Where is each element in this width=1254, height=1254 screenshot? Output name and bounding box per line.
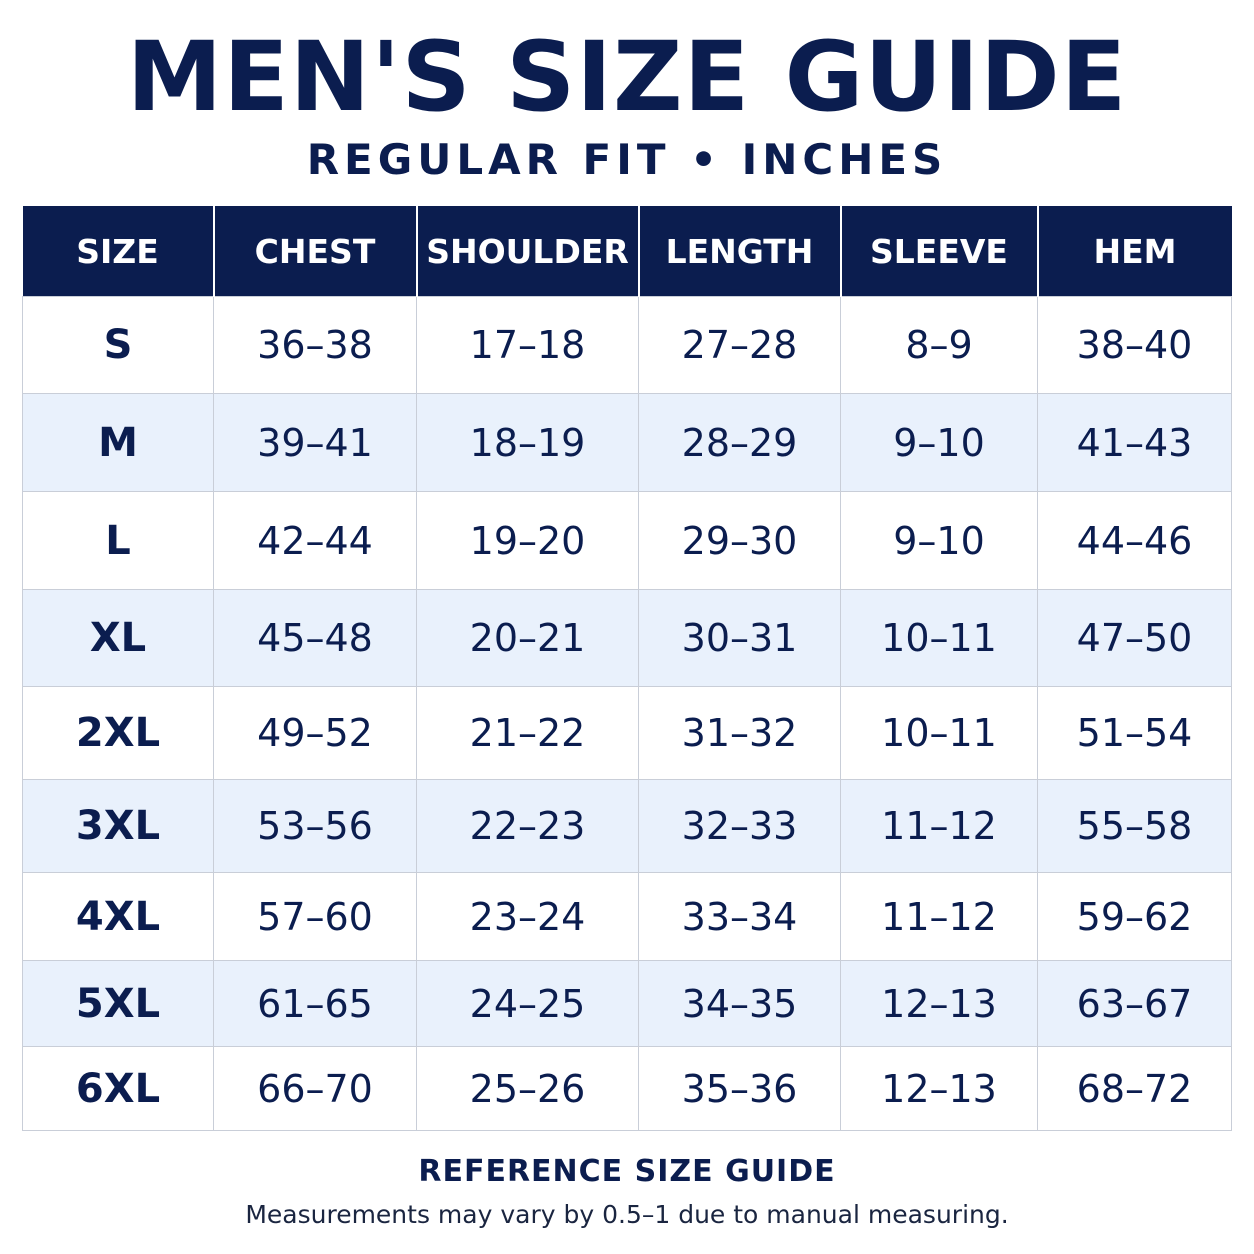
shoulder-cell: 25–26	[416, 1046, 639, 1131]
size-cell: 6XL	[22, 1046, 214, 1131]
shoulder-cell: 22–23	[416, 779, 639, 873]
sleeve-cell: 9–10	[840, 393, 1038, 492]
chest-cell: 36–38	[213, 296, 417, 394]
hem-cell: 44–46	[1037, 491, 1232, 590]
table-row: XL 45–48 20–21 30–31 10–11 47–50	[22, 589, 1232, 687]
shoulder-cell: 23–24	[416, 872, 639, 961]
size-cell: 2XL	[22, 686, 214, 780]
sleeve-cell: 11–12	[840, 872, 1038, 961]
sleeve-cell: 11–12	[840, 779, 1038, 873]
sleeve-cell: 10–11	[840, 589, 1038, 687]
length-cell: 27–28	[638, 296, 841, 394]
size-cell: 5XL	[22, 960, 214, 1047]
hem-cell: 47–50	[1037, 589, 1232, 687]
chest-cell: 61–65	[213, 960, 417, 1047]
sleeve-cell: 10–11	[840, 686, 1038, 780]
hem-cell: 68–72	[1037, 1046, 1232, 1131]
footer-note: Measurements may vary by 0.5–1 due to ma…	[245, 1200, 1009, 1229]
table-row: 4XL 57–60 23–24 33–34 11–12 59–62	[22, 872, 1232, 961]
hem-cell: 59–62	[1037, 872, 1232, 961]
hem-cell: 41–43	[1037, 393, 1232, 492]
chest-cell: 42–44	[213, 491, 417, 590]
shoulder-cell: 21–22	[416, 686, 639, 780]
chest-cell: 49–52	[213, 686, 417, 780]
header-sleeve: SLEEVE	[840, 206, 1039, 297]
length-cell: 35–36	[638, 1046, 841, 1131]
chest-cell: 66–70	[213, 1046, 417, 1131]
sleeve-cell: 12–13	[840, 960, 1038, 1047]
header-length: LENGTH	[638, 206, 842, 297]
table-row: 3XL 53–56 22–23 32–33 11–12 55–58	[22, 779, 1232, 873]
size-cell: 3XL	[22, 779, 214, 873]
chest-cell: 45–48	[213, 589, 417, 687]
table-row: M 39–41 18–19 28–29 9–10 41–43	[22, 393, 1232, 492]
shoulder-cell: 24–25	[416, 960, 639, 1047]
sleeve-cell: 9–10	[840, 491, 1038, 590]
footer-title: REFERENCE SIZE GUIDE	[418, 1154, 836, 1189]
header-size: SIZE	[22, 206, 215, 297]
header-shoulder: SHOULDER	[416, 206, 640, 297]
size-table-body: S 36–38 17–18 27–28 8–9 38–40 M 39–41 18…	[22, 296, 1232, 1131]
table-row: 5XL 61–65 24–25 34–35 12–13 63–67	[22, 960, 1232, 1047]
size-table-header: SIZE CHEST SHOULDER LENGTH SLEEVE HEM	[22, 206, 1232, 297]
shoulder-cell: 17–18	[416, 296, 639, 394]
size-table-container: SIZE CHEST SHOULDER LENGTH SLEEVE HEM S …	[22, 206, 1232, 1131]
size-cell: S	[22, 296, 214, 394]
header-hem: HEM	[1037, 206, 1232, 297]
shoulder-cell: 20–21	[416, 589, 639, 687]
length-cell: 29–30	[638, 491, 841, 590]
header-row: SIZE CHEST SHOULDER LENGTH SLEEVE HEM	[22, 206, 1232, 297]
chest-cell: 39–41	[213, 393, 417, 492]
hem-cell: 51–54	[1037, 686, 1232, 780]
size-cell: 4XL	[22, 872, 214, 961]
chest-cell: 57–60	[213, 872, 417, 961]
size-cell: M	[22, 393, 214, 492]
table-row: S 36–38 17–18 27–28 8–9 38–40	[22, 296, 1232, 394]
sleeve-cell: 8–9	[840, 296, 1038, 394]
size-table: SIZE CHEST SHOULDER LENGTH SLEEVE HEM S …	[22, 206, 1232, 1131]
size-cell: XL	[22, 589, 214, 687]
page-subtitle: REGULAR FIT • INCHES	[306, 135, 948, 184]
length-cell: 34–35	[638, 960, 841, 1047]
table-row: L 42–44 19–20 29–30 9–10 44–46	[22, 491, 1232, 590]
length-cell: 32–33	[638, 779, 841, 873]
table-row: 6XL 66–70 25–26 35–36 12–13 68–72	[22, 1046, 1232, 1131]
length-cell: 33–34	[638, 872, 841, 961]
length-cell: 31–32	[638, 686, 841, 780]
hem-cell: 55–58	[1037, 779, 1232, 873]
page-title: MEN'S SIZE GUIDE	[126, 21, 1128, 133]
table-row: 2XL 49–52 21–22 31–32 10–11 51–54	[22, 686, 1232, 780]
shoulder-cell: 19–20	[416, 491, 639, 590]
length-cell: 28–29	[638, 393, 841, 492]
chest-cell: 53–56	[213, 779, 417, 873]
hem-cell: 63–67	[1037, 960, 1232, 1047]
hem-cell: 38–40	[1037, 296, 1232, 394]
length-cell: 30–31	[638, 589, 841, 687]
sleeve-cell: 12–13	[840, 1046, 1038, 1131]
shoulder-cell: 18–19	[416, 393, 639, 492]
size-cell: L	[22, 491, 214, 590]
header-chest: CHEST	[213, 206, 418, 297]
